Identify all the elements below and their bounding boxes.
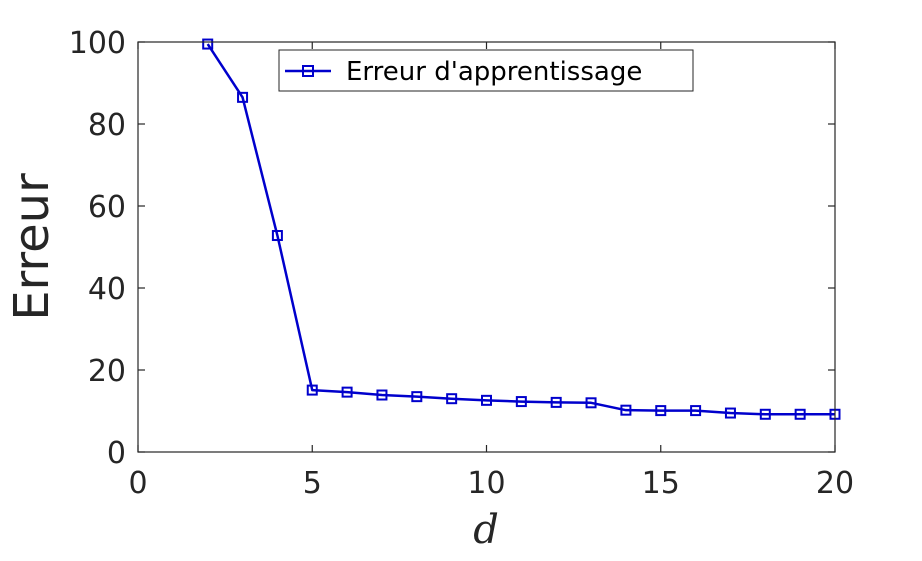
data-point-marker <box>794 408 806 420</box>
plot-frame <box>137 41 836 453</box>
legend: Erreur d'apprentissage <box>278 49 694 92</box>
legend-box <box>278 49 694 92</box>
legend-label: Erreur d'apprentissage <box>346 57 642 87</box>
legend-marker-sample <box>302 65 314 77</box>
x-tick-label: 15 <box>642 466 680 501</box>
data-point-marker <box>306 384 318 396</box>
x-tick-label: 10 <box>467 466 505 501</box>
data-point-marker <box>759 408 771 420</box>
data-point-marker <box>411 391 423 403</box>
x-axis-label: d <box>473 507 499 553</box>
data-point-marker <box>376 389 388 401</box>
data-point-marker <box>237 91 249 103</box>
data-point-marker <box>655 405 667 417</box>
data-point-marker <box>585 397 597 409</box>
data-point-marker <box>515 396 527 408</box>
data-point-marker <box>690 405 702 417</box>
data-point-marker <box>620 404 632 416</box>
y-axis-label: Erreur <box>4 173 60 321</box>
data-point-marker <box>271 230 283 242</box>
x-tick-label: 20 <box>816 466 854 501</box>
y-tick-label: 40 <box>88 272 126 307</box>
axis-tick-labels: 0 5 10 15 20 0 20 40 60 80 100 <box>69 26 854 501</box>
y-tick-label: 0 <box>107 436 126 471</box>
data-point-marker <box>446 393 458 405</box>
data-point-marker <box>481 394 492 406</box>
data-point-marker <box>341 386 353 398</box>
y-tick-label: 60 <box>88 190 126 225</box>
plot-area <box>138 42 835 452</box>
data-point-marker <box>724 407 736 419</box>
y-tick-label: 80 <box>88 108 126 143</box>
x-tick-label: 0 <box>128 466 147 501</box>
series-line <box>206 43 835 416</box>
y-tick-label: 20 <box>88 354 126 389</box>
data-point-marker <box>550 396 562 408</box>
data-point-marker <box>202 38 214 50</box>
x-tick-label: 5 <box>303 466 322 501</box>
y-tick-label: 100 <box>69 26 126 61</box>
